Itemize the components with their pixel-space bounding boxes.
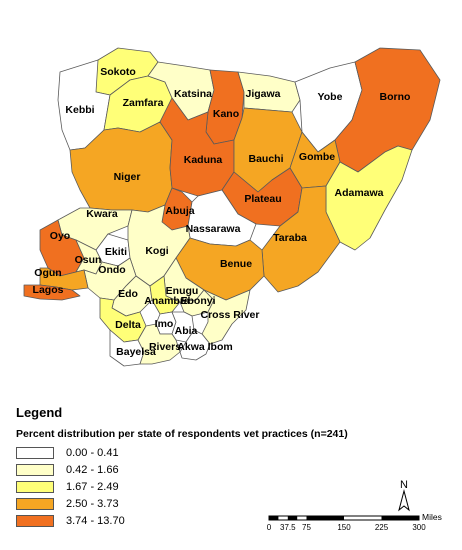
scale-tick-label: 0 xyxy=(267,523,272,532)
state-label-taraba: Taraba xyxy=(273,232,307,244)
legend-swatch xyxy=(16,447,54,459)
state-label-bayelsa: Bayelsa xyxy=(116,346,156,358)
state-label-borno: Borno xyxy=(380,91,411,103)
state-label-ebonyi: Ebonyi xyxy=(180,295,215,307)
state-label-delta: Delta xyxy=(115,319,141,331)
state-label-lagos: Lagos xyxy=(33,284,64,296)
state-label-anambra: Anambra xyxy=(144,295,190,307)
state-label-osun: Osun xyxy=(75,254,102,266)
legend-class-5: 3.74 - 13.70 xyxy=(16,514,125,528)
north-arrow-head xyxy=(398,489,410,512)
state-label-ekiti: Ekiti xyxy=(105,246,127,258)
state-label-plateau: Plateau xyxy=(244,193,281,205)
scale-segment xyxy=(306,516,344,520)
scale-tick-label: 225 xyxy=(375,523,389,532)
state-label-yobe: Yobe xyxy=(318,91,343,103)
state-label-abia: Abia xyxy=(175,325,198,337)
state-rivers xyxy=(137,323,181,365)
legend-class-4: 2.50 - 3.73 xyxy=(16,497,119,511)
scale-tick-label: 75 xyxy=(302,523,311,532)
state-label-benue: Benue xyxy=(220,258,252,270)
legend-range-label: 1.67 - 2.49 xyxy=(66,481,119,493)
state-label-jigawa: Jigawa xyxy=(245,88,280,100)
state-anambra xyxy=(149,275,181,315)
state-label-gombe: Gombe xyxy=(299,151,335,163)
state-cross-river xyxy=(201,289,251,345)
legend-range-label: 3.74 - 13.70 xyxy=(66,515,125,527)
scale-segment xyxy=(287,516,298,520)
state-label-kaduna: Kaduna xyxy=(184,154,223,166)
state-label-abuja: Abuja xyxy=(165,205,194,217)
state-label-rivers: Rivers xyxy=(149,341,181,353)
scale-segment xyxy=(269,516,279,520)
state-label-imo: Imo xyxy=(155,318,174,330)
legend-range-label: 0.00 - 0.41 xyxy=(66,447,119,459)
state-label-oyo: Oyo xyxy=(50,230,70,242)
scale-tick-label: 37.5 xyxy=(280,523,296,532)
legend-swatch xyxy=(16,481,54,493)
state-label-kebbi: Kebbi xyxy=(65,104,94,116)
state-label-nassarawa: Nassarawa xyxy=(186,223,241,235)
state-lagos xyxy=(23,284,81,301)
state-label-akwa-ibom: Akwa Ibom xyxy=(177,341,232,353)
state-label-bauchi: Bauchi xyxy=(248,153,283,165)
legend-subtitle: Percent distribution per state of respon… xyxy=(16,428,348,440)
north-label: N xyxy=(400,480,408,491)
legend-title: Legend xyxy=(16,405,63,420)
map-furniture: N Miles 0 37.5 75 150 225 300 xyxy=(267,480,442,532)
legend-swatch xyxy=(16,464,54,476)
legend-swatch xyxy=(16,515,54,527)
state-label-sokoto: Sokoto xyxy=(100,66,136,78)
state-label-kano: Kano xyxy=(213,108,239,120)
state-taraba xyxy=(261,185,341,293)
state-label-niger: Niger xyxy=(114,171,141,183)
scale-unit: Miles xyxy=(422,512,442,522)
legend-class-2: 0.42 - 1.66 xyxy=(16,463,119,477)
legend-swatch xyxy=(16,498,54,510)
state-label-kwara: Kwara xyxy=(86,208,118,220)
state-label-edo: Edo xyxy=(118,288,138,300)
state-label-enugu: Enugu xyxy=(166,285,199,297)
state-akwa-ibom xyxy=(179,329,211,361)
state-label-ogun: Ogun xyxy=(34,267,61,279)
state-label-cross-river: Cross River xyxy=(201,309,260,321)
scale-tick-label: 150 xyxy=(337,523,351,532)
scale-bar: Miles 0 37.5 75 150 225 300 xyxy=(267,512,442,532)
state-label-ondo: Ondo xyxy=(98,264,125,276)
scale-tick-label: 300 xyxy=(412,523,426,532)
legend-class-3: 1.67 - 2.49 xyxy=(16,480,119,494)
state-label-katsina: Katsina xyxy=(174,88,212,100)
state-label-zamfara: Zamfara xyxy=(123,97,164,109)
scale-segment xyxy=(381,516,419,520)
legend-range-label: 2.50 - 3.73 xyxy=(66,498,119,510)
state-label-kogi: Kogi xyxy=(145,245,168,257)
legend-range-label: 0.42 - 1.66 xyxy=(66,464,119,476)
legend-class-1: 0.00 - 0.41 xyxy=(16,446,119,460)
state-label-adamawa: Adamawa xyxy=(334,187,383,199)
north-arrow-icon: N xyxy=(398,480,410,512)
